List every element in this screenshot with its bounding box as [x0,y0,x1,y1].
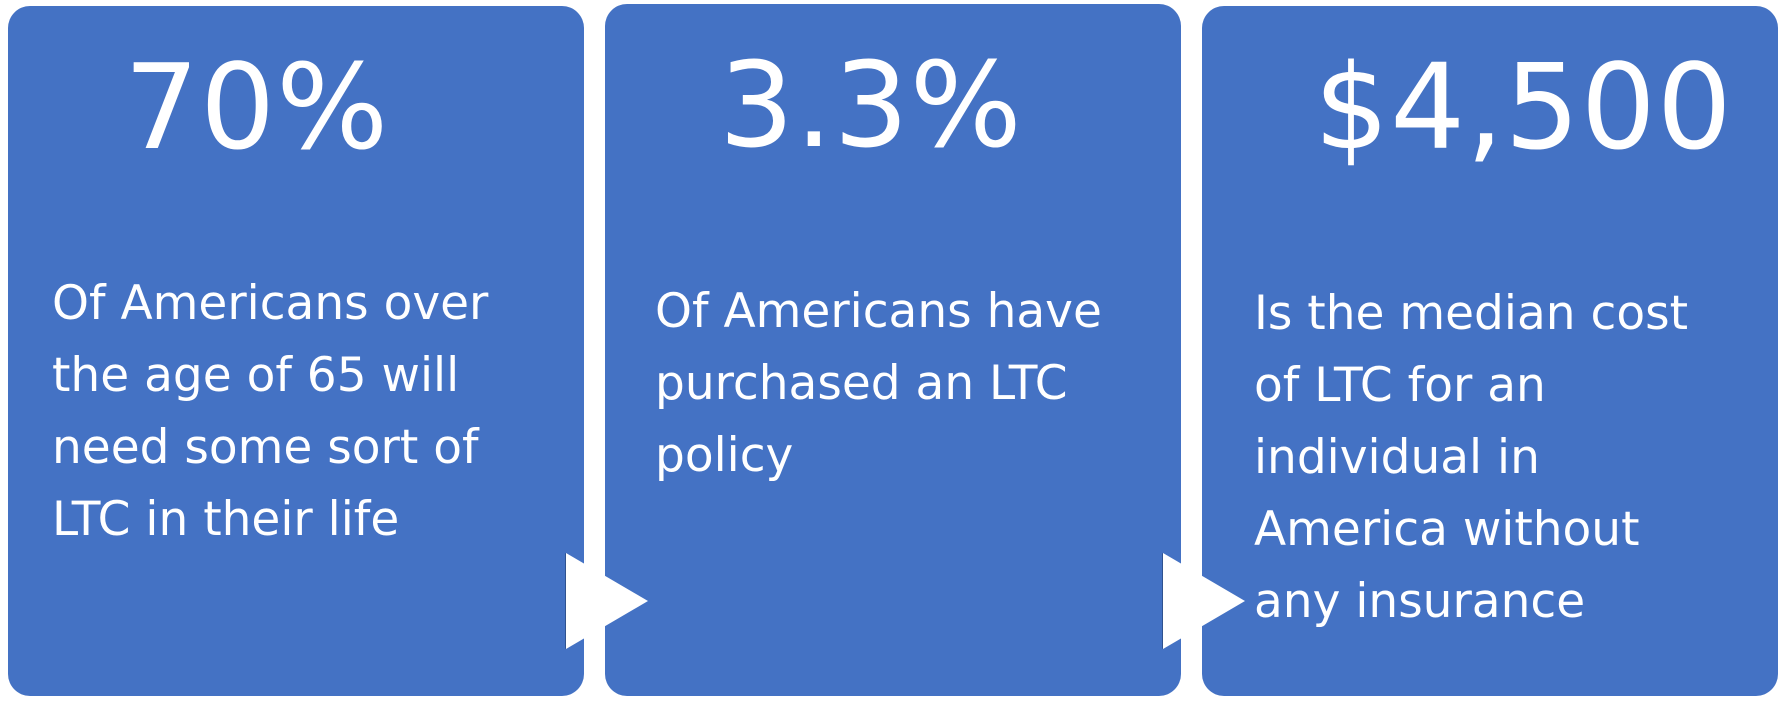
stat-value: $4,500 [1314,38,1733,176]
stat-value: 70% [124,38,390,176]
stat-description: Is the median cost of LTC for an individ… [1254,286,1688,629]
stat-card-ltc-cost: $4,500 Is the median cost of LTC for an … [1202,6,1778,696]
right-triangle-arrow-icon [1163,553,1245,649]
stat-description: Of Americans have purchased an LTC polic… [655,284,1102,483]
stat-card-ltc-need: 70% Of Americans over the age of 65 will… [8,6,584,696]
stat-card-ltc-purchased: 3.3% Of Americans have purchased an LTC … [605,4,1181,696]
stat-value: 3.3% [719,36,1023,174]
stat-description: Of Americans over the age of 65 will nee… [52,276,489,547]
right-triangle-arrow-icon [566,553,648,649]
